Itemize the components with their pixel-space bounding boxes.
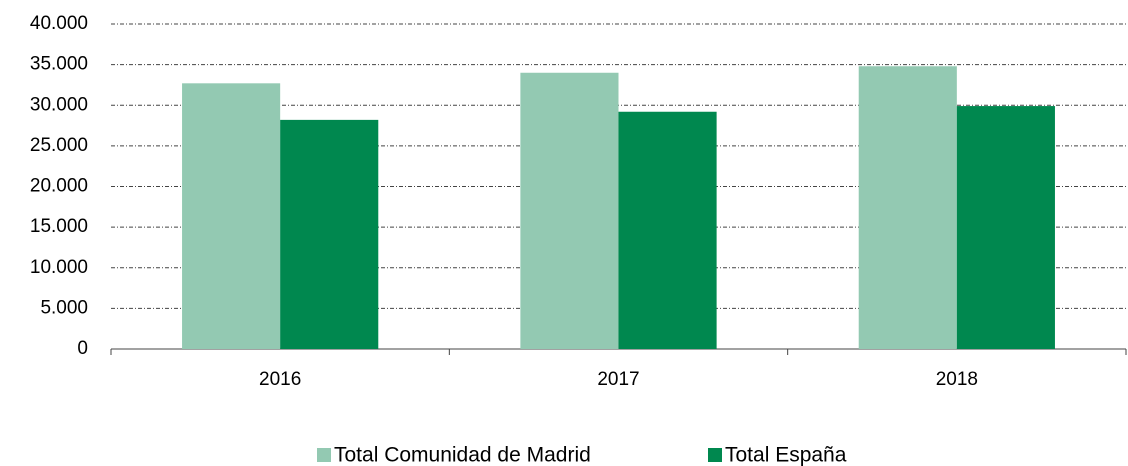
legend: Total Comunidad de Madrid Total España — [317, 444, 847, 466]
legend-label: Total España — [725, 444, 847, 466]
bar — [520, 72, 619, 349]
y-tick-label: 25.000 — [30, 135, 88, 156]
bar — [280, 119, 379, 349]
legend-swatch — [708, 448, 722, 462]
bar — [956, 106, 1055, 349]
legend-label: Total Comunidad de Madrid — [334, 444, 591, 466]
y-tick-label: 20.000 — [30, 176, 88, 197]
bar — [182, 83, 281, 349]
legend-swatch — [317, 448, 331, 462]
y-tick-label: 0 — [77, 338, 88, 359]
x-tick-label: 2018 — [936, 369, 978, 390]
y-tick-label: 30.000 — [30, 94, 88, 115]
x-tick-label: 2016 — [259, 369, 301, 390]
y-tick-label: 40.000 — [30, 13, 88, 34]
y-tick-label: 35.000 — [30, 54, 88, 75]
y-tick-label: 10.000 — [30, 257, 88, 278]
y-tick-label: 15.000 — [30, 216, 88, 237]
bar — [858, 66, 957, 349]
x-tick-label: 2017 — [597, 369, 639, 390]
bar — [618, 111, 717, 349]
y-tick-label: 5.000 — [40, 297, 88, 318]
